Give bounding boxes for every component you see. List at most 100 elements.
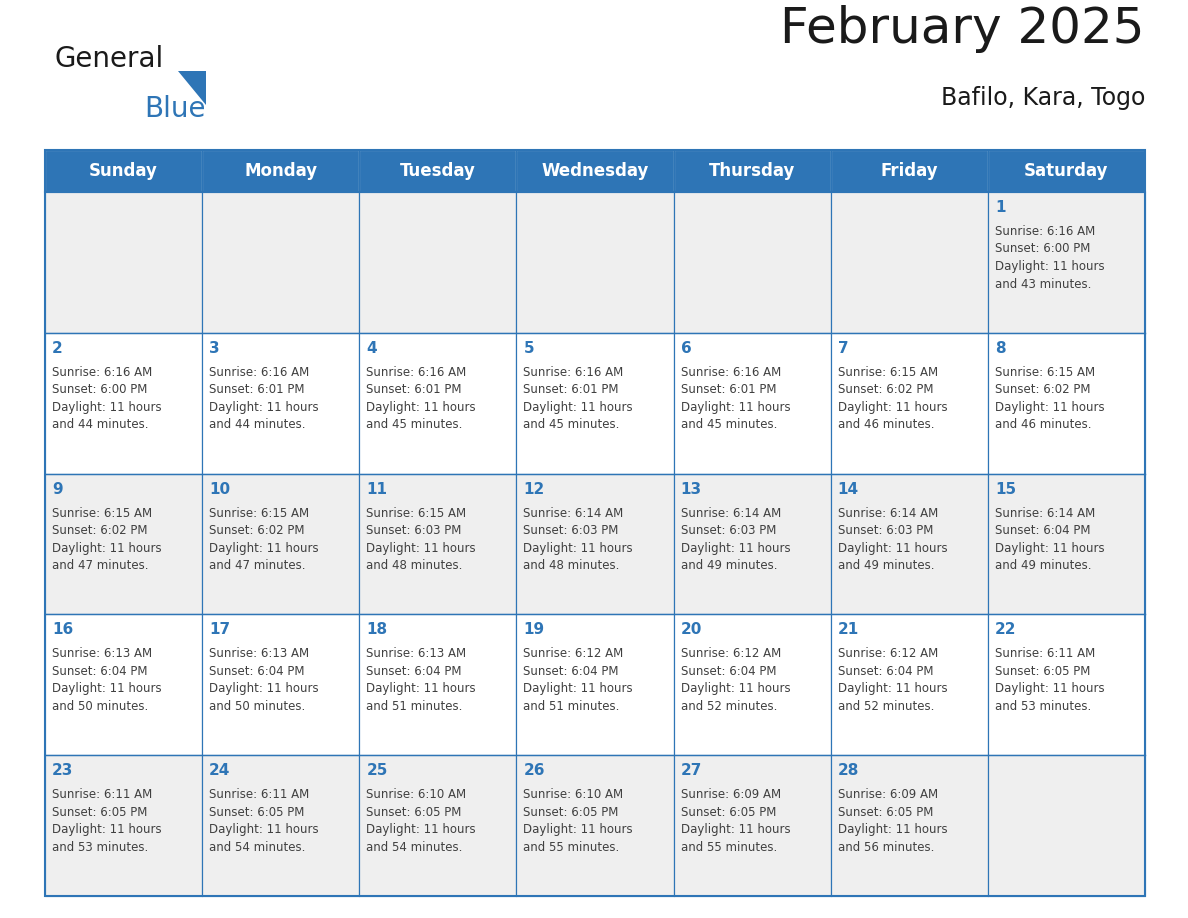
Text: Sunrise: 6:13 AM
Sunset: 6:04 PM
Daylight: 11 hours
and 50 minutes.: Sunrise: 6:13 AM Sunset: 6:04 PM Dayligh… [209,647,318,713]
Bar [359,150,517,192]
Text: Sunrise: 6:16 AM
Sunset: 6:00 PM
Daylight: 11 hours
and 44 minutes.: Sunrise: 6:16 AM Sunset: 6:00 PM Dayligh… [52,365,162,431]
Text: Sunrise: 6:10 AM
Sunset: 6:05 PM
Daylight: 11 hours
and 54 minutes.: Sunrise: 6:10 AM Sunset: 6:05 PM Dayligh… [366,789,476,854]
Text: Sunrise: 6:15 AM
Sunset: 6:02 PM
Daylight: 11 hours
and 46 minutes.: Sunrise: 6:15 AM Sunset: 6:02 PM Dayligh… [838,365,947,431]
Text: Sunrise: 6:15 AM
Sunset: 6:03 PM
Daylight: 11 hours
and 48 minutes.: Sunrise: 6:15 AM Sunset: 6:03 PM Dayligh… [366,507,476,572]
Bar [202,756,359,896]
Text: 12: 12 [524,482,544,497]
Text: Sunrise: 6:09 AM
Sunset: 6:05 PM
Daylight: 11 hours
and 56 minutes.: Sunrise: 6:09 AM Sunset: 6:05 PM Dayligh… [838,789,947,854]
Bar [202,333,359,474]
Text: Sunrise: 6:15 AM
Sunset: 6:02 PM
Daylight: 11 hours
and 46 minutes.: Sunrise: 6:15 AM Sunset: 6:02 PM Dayligh… [994,365,1105,431]
Bar [988,333,1145,474]
Text: 16: 16 [52,622,74,637]
Text: 11: 11 [366,482,387,497]
Bar [359,474,517,614]
Bar [517,192,674,333]
Bar [988,614,1145,756]
Bar [830,756,988,896]
Text: Sunrise: 6:16 AM
Sunset: 6:01 PM
Daylight: 11 hours
and 45 minutes.: Sunrise: 6:16 AM Sunset: 6:01 PM Dayligh… [524,365,633,431]
Bar [517,614,674,756]
Text: 9: 9 [52,482,63,497]
Bar [674,614,830,756]
Text: Monday: Monday [245,162,317,180]
Text: 8: 8 [994,341,1005,356]
Text: February 2025: February 2025 [781,5,1145,53]
Text: Sunday: Sunday [89,162,158,180]
Bar [517,333,674,474]
Bar [988,474,1145,614]
Text: 23: 23 [52,763,74,778]
Bar [359,756,517,896]
Text: 2: 2 [52,341,63,356]
Text: 1: 1 [994,200,1005,215]
Text: 26: 26 [524,763,545,778]
Text: Sunrise: 6:12 AM
Sunset: 6:04 PM
Daylight: 11 hours
and 52 minutes.: Sunrise: 6:12 AM Sunset: 6:04 PM Dayligh… [681,647,790,713]
Bar [988,192,1145,333]
Bar [45,333,202,474]
Bar [830,150,988,192]
Text: 7: 7 [838,341,848,356]
Text: Saturday: Saturday [1024,162,1108,180]
Bar [674,333,830,474]
Text: Sunrise: 6:14 AM
Sunset: 6:03 PM
Daylight: 11 hours
and 48 minutes.: Sunrise: 6:14 AM Sunset: 6:03 PM Dayligh… [524,507,633,572]
Bar [517,474,674,614]
Text: Sunrise: 6:11 AM
Sunset: 6:05 PM
Daylight: 11 hours
and 53 minutes.: Sunrise: 6:11 AM Sunset: 6:05 PM Dayligh… [994,647,1105,713]
Bar [202,614,359,756]
Text: Sunrise: 6:13 AM
Sunset: 6:04 PM
Daylight: 11 hours
and 50 minutes.: Sunrise: 6:13 AM Sunset: 6:04 PM Dayligh… [52,647,162,713]
Text: Sunrise: 6:14 AM
Sunset: 6:03 PM
Daylight: 11 hours
and 49 minutes.: Sunrise: 6:14 AM Sunset: 6:03 PM Dayligh… [838,507,947,572]
Text: 19: 19 [524,622,544,637]
Text: 21: 21 [838,622,859,637]
Text: Sunrise: 6:11 AM
Sunset: 6:05 PM
Daylight: 11 hours
and 54 minutes.: Sunrise: 6:11 AM Sunset: 6:05 PM Dayligh… [209,789,318,854]
Text: Bafilo, Kara, Togo: Bafilo, Kara, Togo [941,86,1145,110]
Text: 20: 20 [681,622,702,637]
Text: Sunrise: 6:10 AM
Sunset: 6:05 PM
Daylight: 11 hours
and 55 minutes.: Sunrise: 6:10 AM Sunset: 6:05 PM Dayligh… [524,789,633,854]
Bar [674,150,830,192]
Text: 17: 17 [209,622,230,637]
Text: 25: 25 [366,763,387,778]
Text: Sunrise: 6:12 AM
Sunset: 6:04 PM
Daylight: 11 hours
and 51 minutes.: Sunrise: 6:12 AM Sunset: 6:04 PM Dayligh… [524,647,633,713]
Bar [674,756,830,896]
Text: Sunrise: 6:16 AM
Sunset: 6:00 PM
Daylight: 11 hours
and 43 minutes.: Sunrise: 6:16 AM Sunset: 6:00 PM Dayligh… [994,225,1105,290]
Text: General: General [55,45,164,73]
Bar [359,333,517,474]
Text: Wednesday: Wednesday [542,162,649,180]
Text: Tuesday: Tuesday [400,162,476,180]
Text: Sunrise: 6:14 AM
Sunset: 6:03 PM
Daylight: 11 hours
and 49 minutes.: Sunrise: 6:14 AM Sunset: 6:03 PM Dayligh… [681,507,790,572]
Bar [45,614,202,756]
Text: 27: 27 [681,763,702,778]
Bar [45,150,202,192]
Bar [830,333,988,474]
Bar [45,192,202,333]
Text: 14: 14 [838,482,859,497]
Bar [202,192,359,333]
Text: 4: 4 [366,341,377,356]
Bar [830,192,988,333]
Bar [517,150,674,192]
Text: 15: 15 [994,482,1016,497]
Text: 3: 3 [209,341,220,356]
Text: 5: 5 [524,341,535,356]
Text: Sunrise: 6:11 AM
Sunset: 6:05 PM
Daylight: 11 hours
and 53 minutes.: Sunrise: 6:11 AM Sunset: 6:05 PM Dayligh… [52,789,162,854]
Text: Blue: Blue [145,95,206,123]
Bar [359,614,517,756]
Text: Sunrise: 6:13 AM
Sunset: 6:04 PM
Daylight: 11 hours
and 51 minutes.: Sunrise: 6:13 AM Sunset: 6:04 PM Dayligh… [366,647,476,713]
Polygon shape [178,71,206,105]
Bar [45,756,202,896]
Text: Friday: Friday [880,162,939,180]
Text: Thursday: Thursday [709,162,795,180]
Text: Sunrise: 6:16 AM
Sunset: 6:01 PM
Daylight: 11 hours
and 45 minutes.: Sunrise: 6:16 AM Sunset: 6:01 PM Dayligh… [366,365,476,431]
Text: Sunrise: 6:12 AM
Sunset: 6:04 PM
Daylight: 11 hours
and 52 minutes.: Sunrise: 6:12 AM Sunset: 6:04 PM Dayligh… [838,647,947,713]
Text: 22: 22 [994,622,1017,637]
Bar [202,150,359,192]
Bar [988,756,1145,896]
Text: 10: 10 [209,482,230,497]
Text: Sunrise: 6:15 AM
Sunset: 6:02 PM
Daylight: 11 hours
and 47 minutes.: Sunrise: 6:15 AM Sunset: 6:02 PM Dayligh… [209,507,318,572]
Text: 24: 24 [209,763,230,778]
Bar [359,192,517,333]
Text: 13: 13 [681,482,702,497]
Text: Sunrise: 6:16 AM
Sunset: 6:01 PM
Daylight: 11 hours
and 45 minutes.: Sunrise: 6:16 AM Sunset: 6:01 PM Dayligh… [681,365,790,431]
Text: 6: 6 [681,341,691,356]
Bar [830,474,988,614]
Text: Sunrise: 6:14 AM
Sunset: 6:04 PM
Daylight: 11 hours
and 49 minutes.: Sunrise: 6:14 AM Sunset: 6:04 PM Dayligh… [994,507,1105,572]
Bar [830,614,988,756]
Bar [674,474,830,614]
